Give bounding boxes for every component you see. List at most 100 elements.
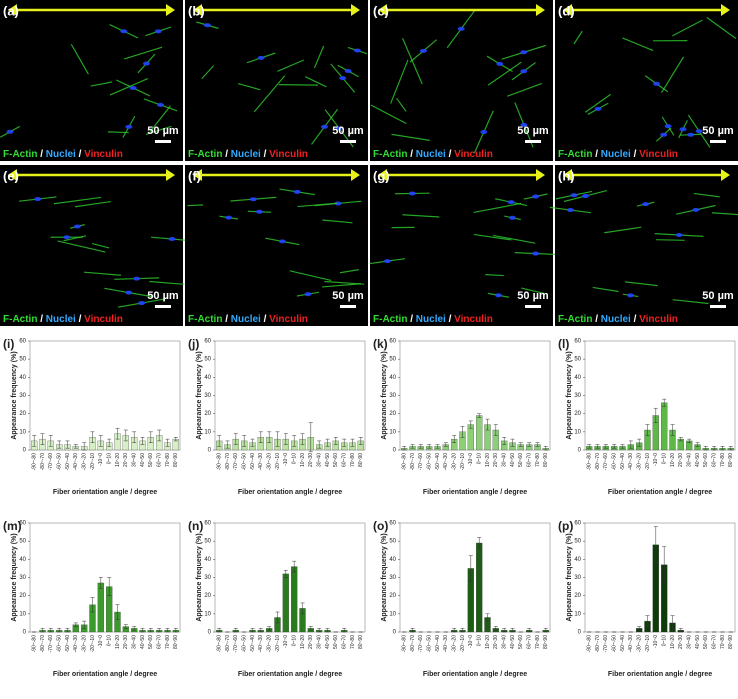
- error-bar: [300, 602, 305, 615]
- x-tick-label: -10~0: [283, 453, 289, 466]
- x-tick-label: 30~40: [316, 453, 322, 467]
- x-tick-label: 80~90: [358, 635, 364, 649]
- nucleus: [278, 239, 286, 244]
- nucleus: [457, 26, 465, 31]
- x-tick-label: 50~60: [148, 635, 154, 649]
- y-tick-label: 10: [389, 429, 396, 435]
- x-tick-label: -40~-30: [258, 453, 264, 471]
- error-bar: [292, 435, 297, 447]
- x-axis-label: Fiber orientation angle / degree: [608, 671, 712, 678]
- error-bar: [402, 446, 407, 451]
- error-bar: [65, 628, 70, 633]
- fiber: [402, 214, 440, 218]
- fiber: [107, 131, 129, 134]
- error-bar: [543, 628, 548, 633]
- y-tick-label: 60: [204, 339, 211, 345]
- panel-label: (n): [188, 519, 203, 533]
- nucleus: [125, 124, 133, 129]
- error-bar: [90, 431, 95, 443]
- stain-name: F-Actin: [188, 149, 222, 160]
- error-bar: [107, 438, 112, 447]
- nucleus: [120, 29, 128, 34]
- x-tick-label: 30~40: [686, 635, 692, 649]
- y-tick-label: 0: [578, 448, 582, 454]
- stain-name: F-Actin: [373, 149, 407, 160]
- error-bar: [233, 433, 238, 445]
- x-axis-label: Fiber orientation angle / degree: [238, 671, 342, 678]
- stain-name: F-Actin: [3, 149, 37, 160]
- error-bar: [510, 628, 515, 633]
- nucleus: [257, 55, 265, 60]
- nucleus: [203, 23, 211, 28]
- fiber: [656, 239, 685, 241]
- y-axis-label: Appearance frequency (%): [196, 533, 203, 621]
- x-tick-label: 40~50: [140, 635, 146, 649]
- fiber: [473, 202, 522, 214]
- scale-bar: [525, 140, 541, 143]
- x-tick-label: 50~60: [148, 453, 154, 467]
- error-bar: [460, 628, 465, 633]
- error-bar: [485, 613, 490, 622]
- panel-label: (l): [558, 337, 569, 351]
- y-tick-label: 40: [204, 557, 211, 563]
- x-tick-label: -30~-20: [81, 635, 87, 653]
- fiber: [592, 286, 619, 293]
- x-tick-label: -20~-10: [460, 453, 466, 471]
- x-tick-label: -50~-40: [65, 453, 71, 471]
- x-tick-label: -70~-60: [418, 453, 424, 471]
- x-tick-label: 0~10: [291, 635, 297, 646]
- y-tick-label: 40: [204, 375, 211, 381]
- nucleus: [339, 76, 347, 81]
- x-tick-label: 70~80: [350, 453, 356, 467]
- stain-name: Vinculin: [639, 314, 678, 325]
- error-bar: [410, 628, 415, 633]
- error-bar: [518, 442, 523, 447]
- stain-name: /: [407, 149, 415, 160]
- stain-name: /: [261, 314, 269, 325]
- x-tick-label: -80~-70: [225, 635, 231, 653]
- x-tick-label: -20~-10: [90, 453, 96, 471]
- y-tick-label: 20: [574, 411, 581, 417]
- x-tick-label: -80~-70: [595, 453, 601, 471]
- y-tick-label: 50: [19, 539, 26, 545]
- stain-legend: F-Actin / Nuclei / Vinculin: [373, 314, 493, 325]
- fiber: [74, 200, 111, 208]
- error-bar: [157, 429, 162, 442]
- cell-texture: [0, 24, 178, 138]
- fiber: [584, 93, 611, 113]
- x-tick-label: 10~20: [485, 635, 491, 649]
- stain-legend: F-Actin / Nuclei / Vinculin: [3, 149, 123, 160]
- stain-name: F-Actin: [3, 314, 37, 325]
- error-bar: [502, 628, 507, 633]
- x-tick-label: -70~-60: [48, 453, 54, 471]
- nucleus: [225, 215, 233, 220]
- fiber: [402, 38, 423, 85]
- stain-name: Nuclei: [416, 314, 446, 325]
- x-tick-label: -10~0: [283, 635, 289, 648]
- nucleus: [653, 81, 661, 86]
- error-bar: [283, 569, 288, 578]
- error-bar: [695, 442, 700, 447]
- error-bar: [670, 615, 675, 631]
- nucleus: [594, 106, 602, 111]
- fiber: [573, 30, 583, 45]
- x-tick-label: 30~40: [686, 453, 692, 467]
- x-tick-label: 70~80: [165, 453, 171, 467]
- x-tick-label: 20~30: [678, 453, 684, 467]
- error-bar: [595, 444, 600, 449]
- x-tick-label: 60~70: [526, 453, 532, 467]
- error-bar: [250, 628, 255, 633]
- nucleus: [675, 233, 683, 238]
- error-bar: [720, 446, 725, 451]
- panel-label: (g): [373, 168, 390, 183]
- error-bar: [173, 628, 178, 633]
- fiber: [390, 59, 409, 104]
- nucleus: [408, 191, 416, 196]
- y-tick-label: 40: [389, 375, 396, 381]
- x-tick-label: 30~40: [501, 635, 507, 649]
- x-tick-label: 80~90: [358, 453, 364, 467]
- stain-name: Nuclei: [231, 149, 261, 160]
- stain-name: /: [37, 149, 45, 160]
- error-bar: [225, 440, 230, 449]
